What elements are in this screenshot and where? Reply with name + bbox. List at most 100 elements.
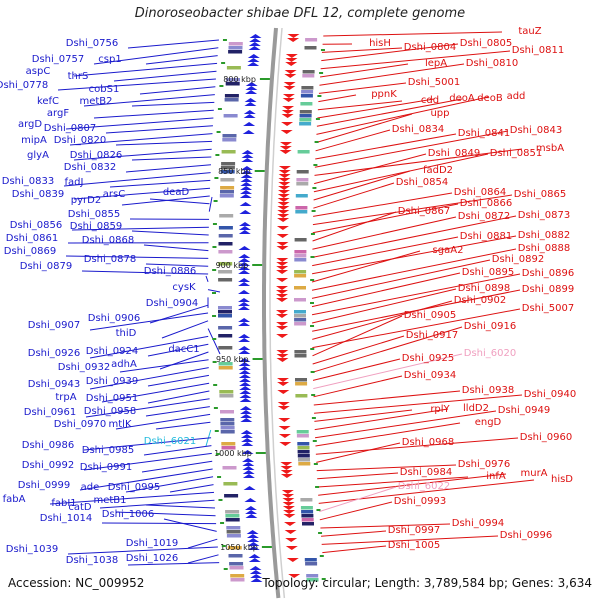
right-gene-label: Dshi_0905: [404, 310, 456, 321]
blue-gene-arrow: [241, 150, 254, 154]
left-gene-label: glyA: [27, 150, 49, 161]
left-gene-label: Dshi_0839: [12, 189, 64, 200]
cog-block-left: [218, 262, 233, 266]
blue-gene-arrow: [238, 290, 250, 294]
cog-block-right: [304, 558, 317, 562]
red-gene-arrow: [276, 246, 289, 250]
red-gene-arrow: [282, 106, 295, 110]
right-gene-label: Dshi_0864: [454, 187, 506, 198]
blue-gene-arrow: [247, 54, 260, 58]
cog-block-left: [220, 166, 235, 170]
right-label-leader: [316, 464, 457, 472]
left-gene-label: Dshi_0859: [70, 221, 122, 232]
left-gene-label: Dshi_0958: [84, 406, 136, 417]
cog-block-right: [299, 118, 312, 122]
red-gene-arrow: [278, 426, 291, 430]
red-gene-arrow: [277, 218, 290, 222]
cog-block-left: [220, 422, 235, 426]
cog-block-right: [299, 114, 312, 118]
blue-gene-arrow: [240, 166, 253, 170]
red-gene-arrow: [276, 350, 289, 354]
right-gene-label: Dshi_0925: [402, 353, 454, 364]
right-gene-label: Dshi_0949: [498, 405, 550, 416]
red-gene-arrow: [278, 170, 291, 174]
blue-gene-arrow: [239, 378, 251, 382]
left-gene-label: Dshi_0995: [108, 482, 160, 493]
scale-tick-label: 950 kbp: [216, 355, 249, 364]
blue-gene-arrow: [238, 374, 251, 378]
red-gene-arrow: [285, 58, 298, 62]
right-label-leader: [320, 530, 387, 537]
left-gene-label: Dshi_1026: [126, 553, 178, 564]
left-label-leader: [208, 196, 213, 212]
blue-gene-arrow: [247, 58, 260, 62]
blue-gene-arrow: [249, 34, 262, 38]
right-gene-label: Dshi_0994: [452, 518, 504, 529]
red-gene-arrow: [283, 510, 296, 514]
left-gene-label: Dshi_1039: [6, 544, 58, 555]
blue-gene-arrow: [249, 38, 262, 42]
red-gene-arrow: [277, 214, 290, 218]
red-gene-arrow: [278, 178, 291, 182]
left-gene-label: Dshi_0924: [86, 346, 138, 357]
red-gene-arrow: [276, 266, 289, 270]
left-label-leader: [131, 101, 215, 107]
cog-block-right: [296, 178, 309, 182]
right-label-leader: [317, 98, 435, 119]
cog-block-left: [218, 306, 232, 310]
red-gene-arrow: [276, 294, 288, 298]
left-gene-label: argD: [18, 119, 42, 130]
blue-gene-arrow: [238, 346, 251, 350]
genome-summary: Topology: circular; Length: 3,789,584 bp…: [262, 576, 592, 590]
blue-gene-arrow: [239, 222, 251, 226]
left-label-leader: [115, 140, 213, 146]
left-gene-label: Dshi_0868: [82, 235, 134, 246]
left-gene-label: Dshi_0961: [24, 407, 76, 418]
right-label-leader: [312, 358, 401, 381]
cog-block-left: [228, 46, 243, 50]
right-label-leader: [315, 129, 391, 152]
red-gene-arrow: [277, 378, 289, 382]
blue-gene-arrow: [242, 466, 255, 470]
blue-gene-arrow: [238, 266, 251, 270]
cog-block-left: [220, 170, 235, 174]
right-label-leader: [313, 182, 395, 209]
right-label-leader: [313, 192, 453, 217]
right-gene-label: engD: [475, 417, 502, 428]
cog-block-right: [301, 518, 314, 522]
cog-block-right: [295, 194, 308, 198]
red-gene-arrow: [277, 206, 290, 210]
red-gene-arrow: [282, 498, 295, 502]
right-gene-label: lldD2: [463, 403, 489, 414]
cog-block-left: [220, 426, 235, 430]
feature-layer: [218, 34, 319, 582]
left-gene-label: catD: [68, 502, 92, 513]
left-label-leader: [73, 62, 218, 77]
right-gene-label: deoA: [449, 93, 475, 104]
left-label-leader: [89, 335, 209, 359]
right-gene-label: sgaA2: [433, 245, 464, 256]
left-label-leader: [145, 504, 216, 509]
blue-gene-arrow: [240, 414, 253, 418]
red-gene-arrow: [279, 150, 292, 154]
cog-block-right: [294, 238, 307, 242]
left-gene-label: arsC: [103, 189, 125, 200]
left-label-leader: [65, 117, 214, 130]
left-gene-label: mtlK: [109, 419, 132, 430]
cog-block-left: [219, 390, 234, 394]
cog-block-right: [295, 394, 308, 398]
right-label-leader: [320, 50, 511, 70]
cog-block-right: [300, 506, 313, 510]
left-label-leader: [147, 343, 209, 357]
cog-block-left: [228, 50, 243, 54]
cog-block-left: [218, 278, 233, 282]
blue-gene-arrow: [240, 170, 253, 174]
left-label-leader: [79, 468, 213, 491]
cog-block-right: [295, 382, 308, 386]
left-label-leader: [145, 406, 210, 417]
left-gene-label: adhA: [111, 359, 137, 370]
blue-gene-arrow: [241, 442, 254, 446]
blue-gene-arrow: [241, 158, 254, 162]
left-gene-label: Dshi_0939: [86, 376, 138, 387]
cog-block-right: [300, 102, 313, 106]
